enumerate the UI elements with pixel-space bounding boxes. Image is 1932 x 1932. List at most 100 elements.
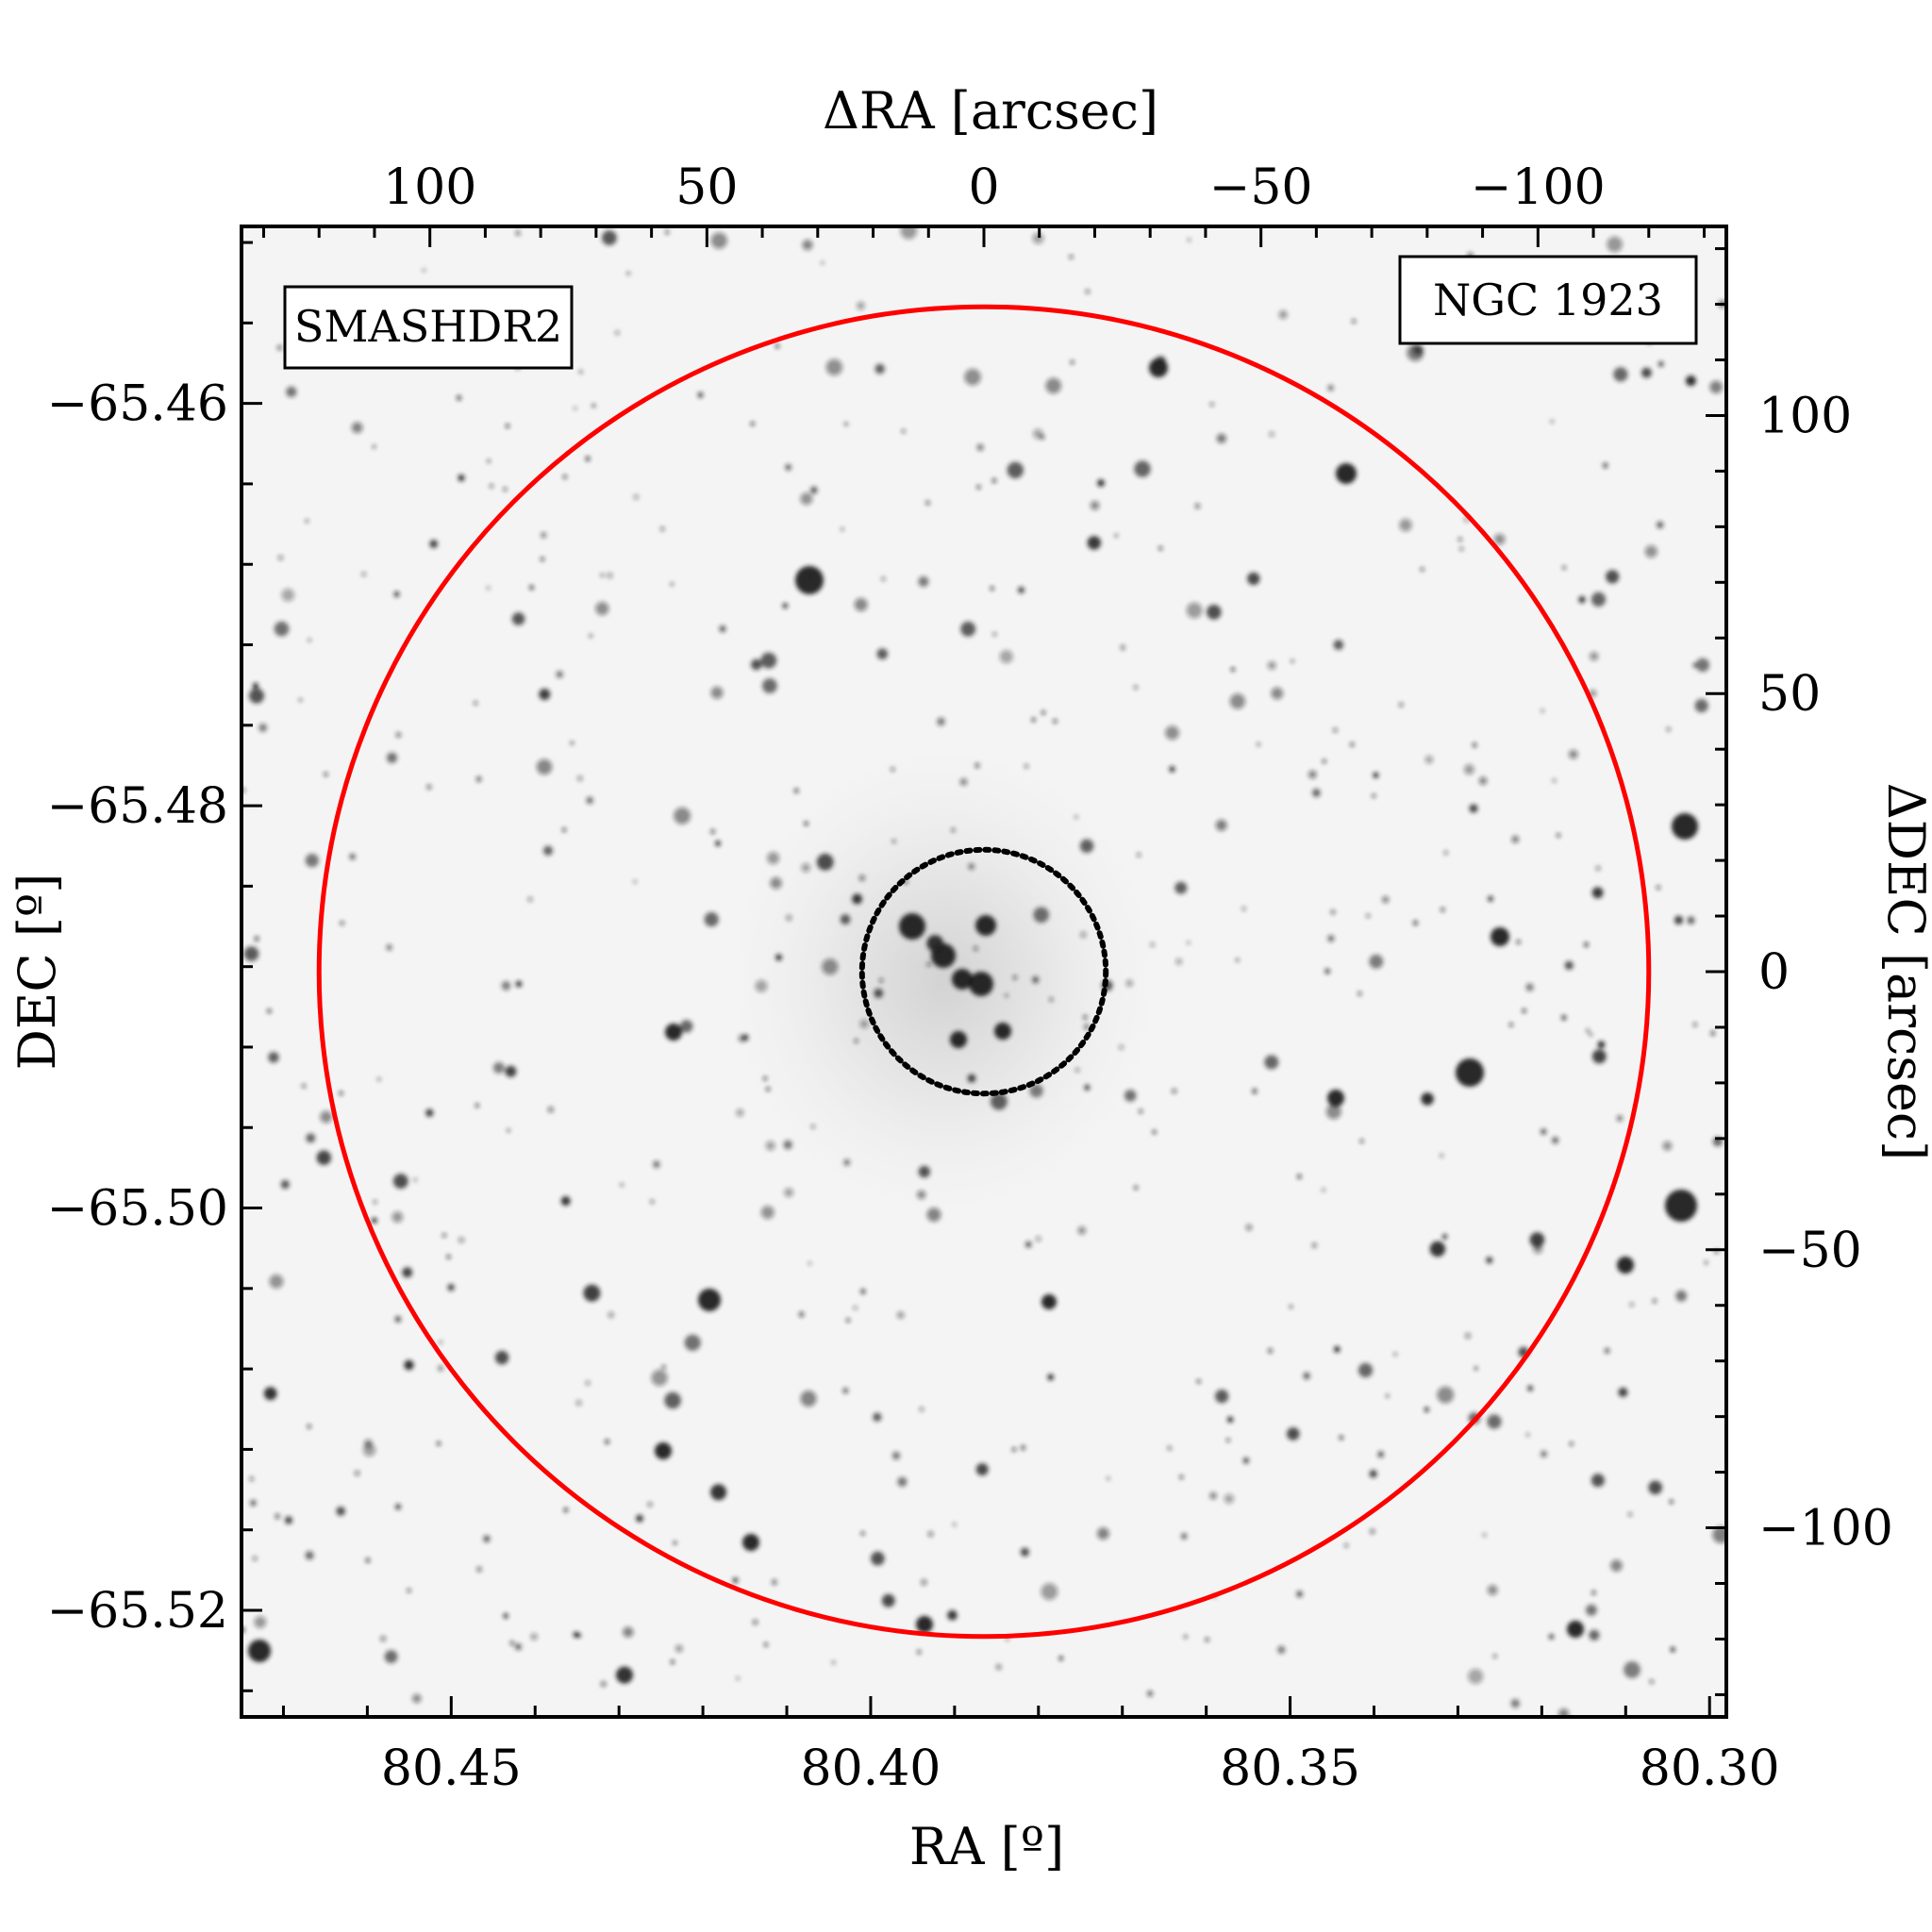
star — [1591, 887, 1604, 899]
star — [697, 391, 704, 398]
star — [1373, 772, 1379, 778]
star — [376, 1076, 381, 1082]
star — [384, 1650, 398, 1663]
star — [831, 1660, 836, 1665]
star — [1186, 602, 1203, 619]
star — [1350, 742, 1355, 747]
star — [437, 1441, 441, 1446]
star — [626, 271, 631, 275]
star — [1330, 909, 1336, 915]
star — [620, 1183, 625, 1187]
right-axis-title: ΔDEC [arcsec] — [1876, 783, 1932, 1161]
star — [1407, 344, 1424, 361]
star — [975, 915, 996, 936]
star — [268, 1052, 279, 1063]
star — [664, 1391, 681, 1409]
star — [660, 526, 665, 531]
star — [918, 1165, 930, 1178]
star — [1152, 1130, 1157, 1134]
dec-tick-label: −65.46 — [47, 376, 228, 433]
object-label: NGC 1923 — [1433, 275, 1663, 325]
star — [1429, 1241, 1446, 1257]
star — [1457, 537, 1462, 541]
ra-tick-label: 80.40 — [801, 1740, 941, 1797]
star — [1472, 742, 1477, 748]
star — [386, 944, 392, 951]
star — [1024, 764, 1028, 769]
star — [1120, 644, 1125, 651]
star — [585, 456, 591, 461]
star — [1097, 1527, 1109, 1540]
star — [975, 1463, 989, 1476]
star — [1033, 907, 1049, 924]
star — [281, 588, 295, 602]
ddec-tick-label: 100 — [1758, 388, 1852, 444]
star — [530, 1633, 538, 1641]
star — [1541, 708, 1545, 713]
star — [1230, 667, 1235, 672]
star — [899, 913, 925, 940]
star — [927, 1531, 934, 1538]
star — [964, 368, 981, 386]
star — [614, 330, 620, 336]
star — [800, 1391, 817, 1407]
star — [1035, 1236, 1041, 1242]
star — [650, 1199, 655, 1204]
ra-tick-label: 80.30 — [1640, 1740, 1780, 1797]
star — [267, 1008, 272, 1014]
star — [1527, 1385, 1533, 1391]
star — [308, 638, 312, 642]
star — [1578, 595, 1586, 604]
star — [284, 1516, 293, 1524]
star — [422, 268, 426, 273]
star — [1548, 1634, 1555, 1640]
star — [509, 1641, 515, 1645]
star — [1147, 1690, 1154, 1697]
star — [793, 788, 799, 793]
star — [857, 301, 865, 310]
star — [1657, 521, 1664, 529]
star — [1031, 717, 1036, 723]
star — [1377, 1451, 1385, 1458]
dra-tick-label: 100 — [383, 159, 476, 216]
star — [766, 1087, 771, 1091]
star — [1074, 815, 1078, 819]
star — [991, 478, 997, 483]
star — [1307, 770, 1317, 779]
star — [896, 1311, 905, 1319]
star — [1047, 1374, 1055, 1381]
star — [1629, 1302, 1635, 1307]
star — [1267, 1348, 1274, 1354]
star — [1278, 309, 1288, 320]
star — [320, 1110, 333, 1124]
star — [1591, 1049, 1607, 1064]
star — [372, 444, 376, 449]
star — [1029, 1084, 1043, 1098]
star — [633, 494, 640, 500]
star — [825, 358, 842, 375]
star — [1357, 1362, 1374, 1378]
star — [298, 697, 303, 703]
star — [1591, 1474, 1605, 1488]
star — [1167, 1445, 1173, 1451]
ddec-tick-label: −50 — [1758, 1223, 1862, 1279]
star — [760, 1206, 774, 1220]
star — [665, 230, 670, 235]
star — [674, 807, 691, 824]
star — [583, 1284, 601, 1302]
star — [1541, 1128, 1547, 1135]
star — [362, 1443, 376, 1457]
star — [600, 1681, 607, 1688]
star — [1075, 1068, 1080, 1073]
star — [1207, 605, 1222, 620]
star — [1359, 1139, 1364, 1143]
star — [563, 1507, 569, 1512]
star-field — [242, 226, 1726, 1717]
star — [541, 532, 547, 539]
dra-tick-label: 0 — [968, 159, 999, 216]
star — [475, 776, 482, 782]
ra-tick-label: 80.45 — [381, 1740, 522, 1797]
star — [1247, 572, 1260, 586]
star — [1287, 1427, 1300, 1441]
star — [1058, 1656, 1063, 1661]
